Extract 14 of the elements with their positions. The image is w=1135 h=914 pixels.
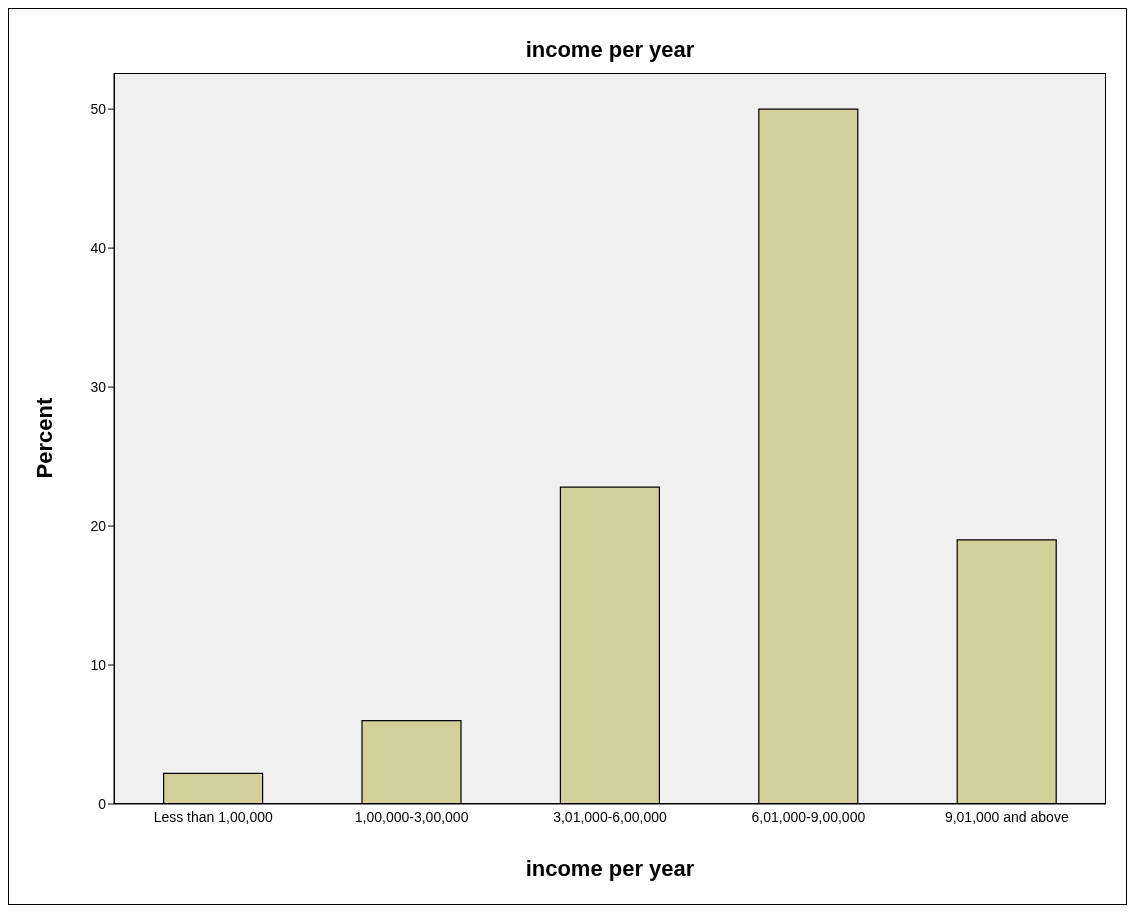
y-tick-label: 40 xyxy=(90,240,107,257)
y-tick-label: 10 xyxy=(90,657,107,673)
y-tick-label: 50 xyxy=(90,101,107,118)
y-tick-label: 30 xyxy=(90,379,107,396)
x-tick-label: 6,01,000-9,00,000 xyxy=(751,808,866,825)
x-tick-label: 1,00,000-3,00,000 xyxy=(354,808,469,825)
x-tick-label: 9,01,000 and above xyxy=(944,808,1069,825)
y-tick-label: 20 xyxy=(90,518,107,535)
x-axis-title: income per year xyxy=(525,856,695,881)
x-tick-label: Less than 1,00,000 xyxy=(153,808,273,825)
y-axis-title: Percent xyxy=(31,397,57,479)
chart-title: income per year xyxy=(524,37,696,63)
x-tick-label: 3,01,000-6,00,000 xyxy=(553,808,668,825)
y-tick-label: 0 xyxy=(98,795,107,812)
